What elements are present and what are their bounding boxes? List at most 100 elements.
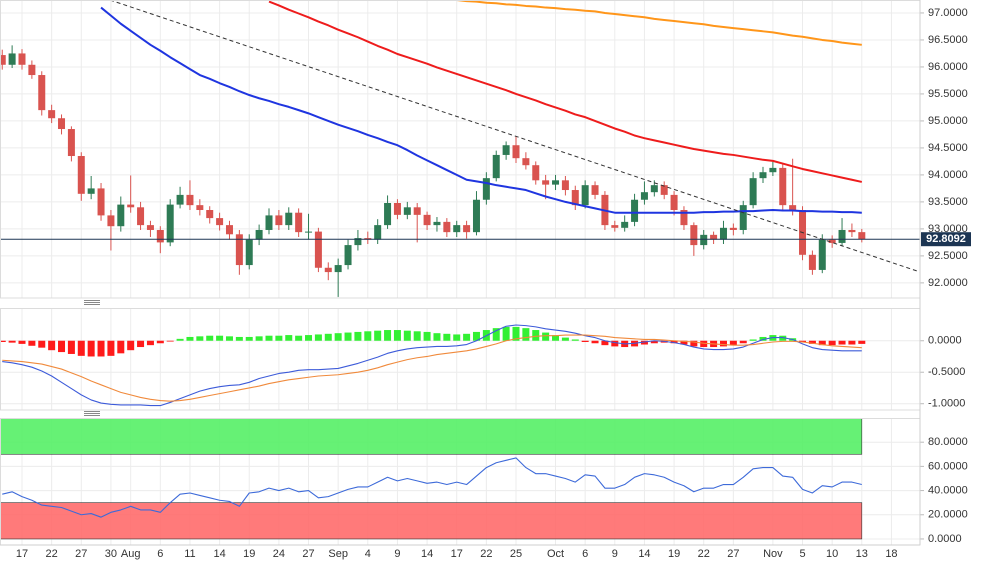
trend-line bbox=[109, 0, 920, 273]
candle-body bbox=[305, 231, 313, 233]
candle-body bbox=[700, 234, 708, 246]
candle-body bbox=[156, 229, 164, 243]
macd-pane bbox=[0, 324, 866, 407]
histogram-bar bbox=[453, 334, 461, 341]
x-tick-label: 10 bbox=[826, 548, 838, 560]
histogram-bar bbox=[680, 340, 688, 345]
histogram-bar bbox=[433, 333, 441, 341]
histogram-bar bbox=[146, 340, 154, 346]
histogram-bar bbox=[571, 339, 579, 341]
histogram-bar bbox=[512, 326, 520, 341]
candle-body bbox=[621, 221, 629, 228]
candle-body bbox=[670, 194, 678, 211]
candle-body bbox=[295, 212, 303, 233]
x-tick-label: 14 bbox=[421, 548, 433, 560]
histogram-bar bbox=[749, 339, 757, 341]
y-tick-label: 93.0000 bbox=[928, 223, 968, 235]
x-tick-label: 5 bbox=[799, 548, 805, 560]
candle-body bbox=[542, 180, 550, 185]
candle-body bbox=[680, 210, 688, 226]
x-tick-label: 9 bbox=[612, 548, 618, 560]
x-tick-label: Oct bbox=[547, 548, 564, 560]
y-tick-label: 94.5000 bbox=[928, 142, 968, 154]
histogram-bar bbox=[611, 340, 619, 347]
candle-body bbox=[393, 202, 401, 215]
histogram-bar bbox=[235, 336, 243, 341]
candle-body bbox=[769, 167, 777, 173]
candle-body bbox=[690, 225, 698, 246]
histogram-bar bbox=[117, 340, 125, 354]
histogram-bar bbox=[690, 340, 698, 347]
histogram-bar bbox=[413, 331, 421, 341]
histogram-bar bbox=[186, 336, 194, 341]
candle-body bbox=[571, 190, 579, 206]
series-line bbox=[2, 334, 862, 402]
histogram-bar bbox=[601, 340, 609, 346]
histogram-bar bbox=[18, 340, 26, 344]
candle-body bbox=[838, 229, 846, 243]
candle-body bbox=[532, 165, 540, 181]
candle-body bbox=[631, 199, 639, 222]
pane-handle[interactable] bbox=[84, 300, 100, 305]
y-tick-label: 95.5000 bbox=[928, 88, 968, 100]
histogram-bar bbox=[838, 340, 846, 345]
histogram-bar bbox=[354, 331, 362, 341]
histogram-bar bbox=[670, 340, 678, 344]
candle-body bbox=[482, 178, 490, 200]
candle-body bbox=[38, 75, 46, 111]
candle-body bbox=[97, 188, 105, 216]
histogram-bar bbox=[225, 336, 233, 341]
histogram-bar bbox=[265, 335, 273, 341]
y-tick-label: 96.0000 bbox=[928, 61, 968, 73]
histogram-bar bbox=[334, 333, 342, 341]
histogram-bar bbox=[502, 326, 510, 341]
y-tick-label: 94.0000 bbox=[928, 169, 968, 181]
x-tick-label: Sep bbox=[328, 548, 348, 560]
pane-handle[interactable] bbox=[84, 411, 100, 416]
histogram-bar bbox=[393, 330, 401, 341]
candle-body bbox=[225, 225, 233, 235]
candle-body bbox=[522, 158, 530, 166]
x-tick-label: 27 bbox=[302, 548, 314, 560]
candle-body bbox=[127, 204, 135, 208]
y-tick-label: 95.0000 bbox=[928, 115, 968, 127]
candle-body bbox=[67, 129, 75, 157]
band bbox=[0, 418, 863, 455]
candle-body bbox=[87, 188, 95, 194]
histogram-bar bbox=[581, 340, 589, 342]
histogram-bar bbox=[77, 340, 85, 356]
histogram-bar bbox=[0, 340, 6, 342]
y-tick-label: 92.0000 bbox=[928, 277, 968, 289]
histogram-bar bbox=[255, 336, 263, 341]
x-tick-label: 19 bbox=[243, 548, 255, 560]
candle-body bbox=[818, 239, 826, 270]
x-tick-label: 22 bbox=[46, 548, 58, 560]
histogram-bar bbox=[700, 340, 708, 348]
histogram-bar bbox=[848, 340, 856, 345]
series-line bbox=[100, 6, 862, 214]
candle-body bbox=[472, 199, 480, 233]
candle-body bbox=[403, 207, 411, 215]
band bbox=[0, 502, 863, 540]
candle-body bbox=[265, 215, 273, 230]
candle-body bbox=[749, 178, 757, 206]
rsi-pane bbox=[0, 418, 863, 540]
x-tick-label: 14 bbox=[213, 548, 225, 560]
histogram-bar bbox=[542, 332, 550, 341]
x-tick-label: 11 bbox=[184, 548, 195, 560]
axis-layer: 17 22 27 30 Aug 6 11 14 19 24 27 Sep 4 9 14 17 22 25 Oct 6 9… bbox=[16, 7, 971, 560]
histogram-bar bbox=[156, 340, 164, 344]
candle-body bbox=[58, 118, 66, 130]
pane-border bbox=[0, 308, 921, 411]
histogram-bar bbox=[87, 340, 95, 357]
histogram-bar bbox=[719, 340, 727, 347]
candle-body bbox=[512, 145, 520, 159]
histogram-bar bbox=[472, 331, 480, 341]
y-tick-label: 60.0000 bbox=[928, 460, 968, 472]
series-line bbox=[268, 0, 863, 183]
candle-body bbox=[591, 185, 599, 195]
x-tick-label: 24 bbox=[273, 548, 285, 560]
y-tick-label: 80.0000 bbox=[928, 436, 968, 448]
histogram-bar bbox=[67, 340, 75, 354]
